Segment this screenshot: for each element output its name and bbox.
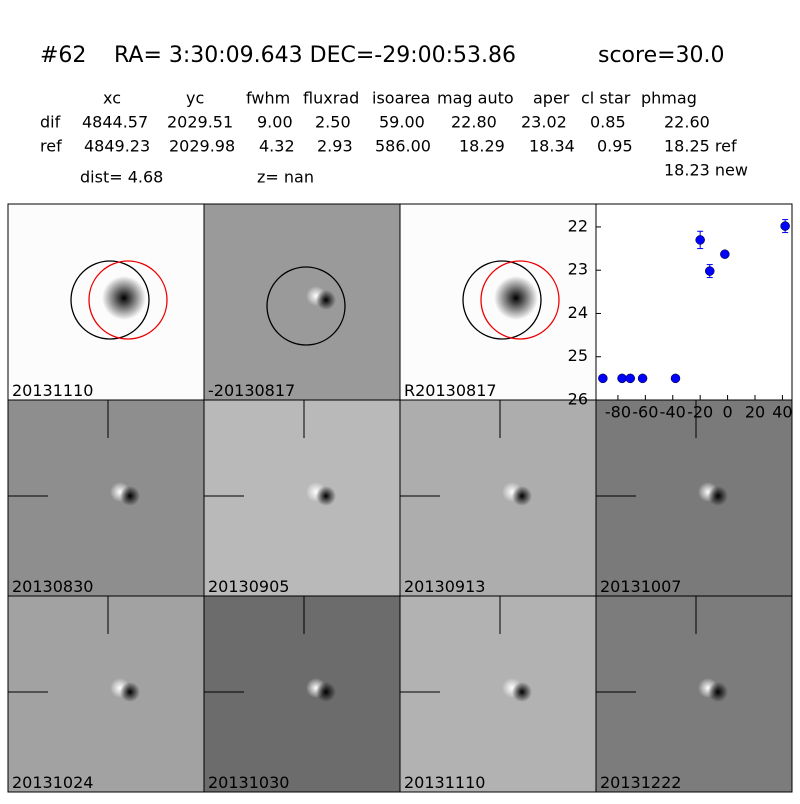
table-cell: 2.93	[317, 137, 353, 156]
x-tick-label: 20	[745, 403, 765, 422]
point	[720, 249, 730, 259]
residual-dark	[120, 486, 140, 506]
y-tick-label: 22	[568, 216, 588, 235]
cutout-image	[204, 400, 400, 596]
table-cell: 2029.98	[169, 137, 235, 156]
x-tick-label: -80	[605, 403, 631, 422]
residual-dark	[512, 486, 532, 506]
score: score=30.0	[598, 43, 725, 68]
column-header: xc	[103, 89, 121, 108]
x-tick-label: -20	[687, 403, 713, 422]
cutout-image	[400, 596, 596, 792]
table-cell: 2.50	[315, 113, 351, 132]
chart-bg	[595, 203, 793, 401]
column-header: aper	[533, 89, 570, 108]
aperture	[462, 260, 542, 340]
residual-dark	[120, 682, 140, 702]
header: #62 RA= 3:30:09.643 DEC=-29:00:53.86 sco…	[40, 43, 748, 187]
y-tick-label: 26	[568, 390, 588, 409]
table-cell: 0.85	[590, 113, 626, 132]
point	[598, 373, 608, 384]
x-tick-label: 0	[722, 403, 732, 422]
panel-label: 20130905	[208, 577, 289, 596]
table-cell: 18.25 ref	[664, 137, 737, 156]
source	[102, 276, 146, 320]
aperture-ref	[480, 260, 560, 340]
column-header: mag auto	[437, 89, 514, 108]
y-tick-label: 23	[568, 260, 588, 279]
redshift: z= nan	[257, 168, 314, 187]
source	[494, 276, 538, 320]
panel-label: 20131110	[404, 773, 485, 792]
column-header: fluxrad	[303, 89, 359, 108]
panel-label: 20131030	[208, 773, 289, 792]
object-id: #62	[40, 43, 86, 68]
point	[617, 373, 627, 384]
y-tick-label: 25	[568, 346, 588, 365]
panel-label: 20131007	[600, 577, 681, 596]
phmag-new: 18.23 new	[664, 161, 748, 180]
table-cell: 23.02	[521, 113, 567, 132]
cutout-image	[400, 400, 596, 596]
dist: dist= 4.68	[80, 168, 163, 187]
cutout-image	[204, 204, 400, 400]
cutout-image	[204, 596, 400, 792]
residual-dark	[316, 290, 336, 310]
table-cell: 22.80	[451, 113, 497, 132]
column-header: isoarea	[372, 89, 430, 108]
aperture	[70, 260, 150, 340]
residual-dark	[316, 486, 336, 506]
point	[670, 373, 681, 384]
table-cell: 18.29	[459, 137, 505, 156]
table-cell: 18.34	[529, 137, 575, 156]
point	[695, 235, 705, 245]
cutout-image	[8, 400, 204, 596]
panel-label: 20131024	[12, 773, 93, 792]
x-tick-label: -40	[660, 403, 686, 422]
table-cell: 586.00	[375, 137, 431, 156]
table-cell: 2029.51	[167, 113, 233, 132]
column-header: cl star	[581, 89, 631, 108]
residual-dark	[708, 682, 728, 702]
table-cell: 0.95	[597, 137, 633, 156]
column-header: fwhm	[246, 89, 290, 108]
panel-label: 20131222	[600, 773, 681, 792]
x-tick-label: -60	[632, 403, 658, 422]
table-cell: 4849.23	[84, 137, 150, 156]
residual-dark	[708, 486, 728, 506]
cutout-image	[596, 596, 792, 792]
cutout-image	[596, 400, 792, 596]
table-cell: 4.32	[259, 137, 295, 156]
residual-dark	[512, 682, 532, 702]
column-header: phmag	[641, 89, 697, 108]
point	[780, 221, 790, 231]
table-cell: 4844.57	[82, 113, 148, 132]
table-cell: 59.00	[379, 113, 425, 132]
x-tick-label: 40	[772, 403, 792, 422]
residual-dark	[316, 682, 336, 702]
panel-border	[595, 595, 793, 793]
panel-label: 20130830	[12, 577, 93, 596]
panel-label: 20130913	[404, 577, 485, 596]
table-cell: dif	[40, 113, 61, 132]
point	[705, 266, 715, 276]
y-tick-label: 24	[568, 303, 588, 322]
coordinates: RA= 3:30:09.643 DEC=-29:00:53.86	[114, 43, 516, 68]
point	[625, 373, 636, 384]
aperture	[266, 266, 346, 346]
panel-label: R20130817	[404, 381, 497, 400]
table-cell: 22.60	[664, 113, 710, 132]
panel-label: -20130817	[208, 381, 295, 400]
table-cell: 9.00	[257, 113, 293, 132]
point	[637, 373, 648, 384]
cutout-image	[8, 596, 204, 792]
table-cell: ref	[40, 137, 62, 156]
aperture-ref	[88, 260, 168, 340]
column-header: yc	[186, 89, 204, 108]
panel-label: 20131110	[12, 381, 93, 400]
